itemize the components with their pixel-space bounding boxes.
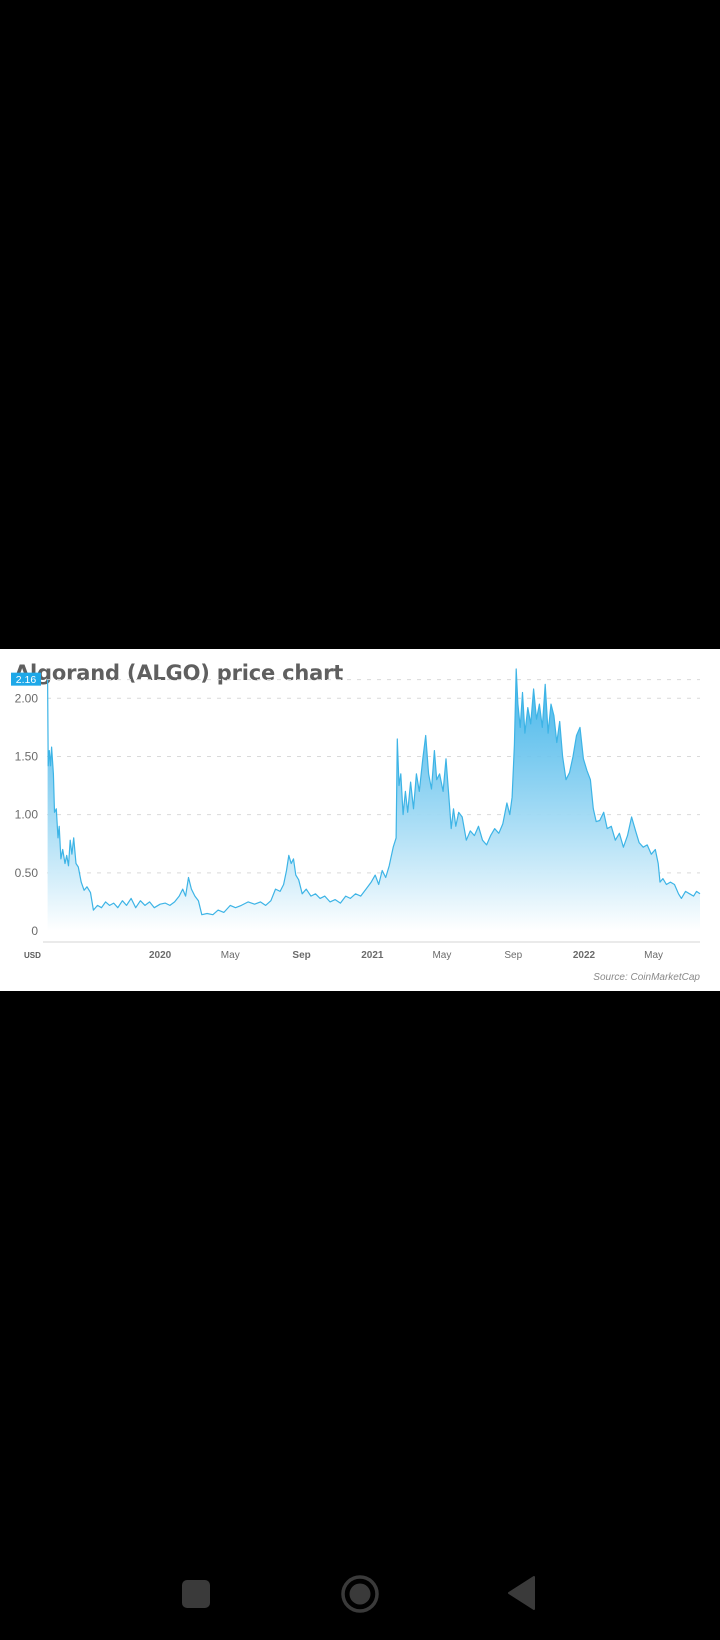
price-series-line [47,668,701,916]
chart-title: Algorand (ALGO) price chart [14,661,344,685]
chart-card: Algorand (ALGO) price chart 0 0.50 1.00 1.5… [0,649,720,991]
x-tick-label: Sep [292,950,310,961]
current-value-badge [11,672,41,686]
x-tick-label: 2020 [149,950,172,961]
back-triangle-icon [508,1576,535,1610]
back-button[interactable] [506,1575,536,1611]
current-value-label: 2.16 [16,674,37,686]
price-chart: 0 0.50 1.00 1.50 2.00 2020 May Sep 2021 May Sep 202… [11,668,701,983]
source-caption: Source: CoinMarketCap [593,972,700,983]
x-tick-label: 2022 [573,950,596,961]
x-tick-label: Sep [504,950,522,961]
recent-apps-button[interactable] [182,1580,210,1608]
y-tick-label: 0.50 [15,866,39,880]
system-navigation-bar [0,1545,720,1640]
y-tick-label: 0 [31,924,38,938]
price-area-fill [47,669,701,931]
home-circle-icon [341,1575,379,1613]
y-tick-label: 1.00 [15,808,39,822]
home-button[interactable] [340,1574,380,1614]
x-tick-label: May [644,950,663,961]
x-tick-label: 2021 [361,950,384,961]
x-tick-label: May [432,950,451,961]
y-tick-label: 1.50 [15,749,39,763]
x-tick-label: May [221,950,240,961]
y-unit-label: USD [24,951,41,960]
y-tick-label: 2.00 [15,691,39,705]
